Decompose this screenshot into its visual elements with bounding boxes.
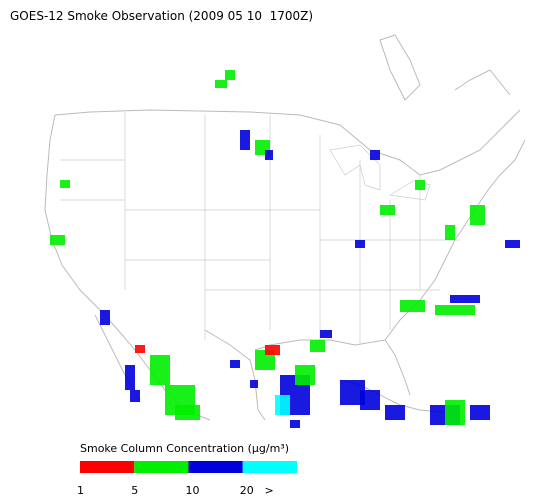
smoke-patch bbox=[50, 235, 65, 245]
smoke-patch bbox=[470, 405, 490, 420]
smoke-patch bbox=[400, 300, 425, 312]
smoke-patch bbox=[125, 365, 135, 390]
colorbar-segment bbox=[80, 461, 135, 473]
smoke-patch bbox=[290, 420, 300, 428]
smoke-patch bbox=[385, 405, 405, 420]
smoke-patch bbox=[225, 70, 235, 80]
smoke-patch bbox=[370, 150, 380, 160]
smoke-patch bbox=[470, 205, 485, 225]
colorbar-tick-label: 5 bbox=[131, 484, 138, 497]
smoke-patch bbox=[505, 240, 520, 248]
smoke-patch bbox=[230, 360, 240, 368]
smoke-patch bbox=[100, 310, 110, 325]
smoke-patch bbox=[250, 380, 258, 388]
colorbar-overflow-label: > bbox=[264, 484, 273, 497]
colorbar-tick-label: 10 bbox=[186, 484, 200, 497]
smoke-patch bbox=[360, 390, 380, 410]
smoke-patch bbox=[150, 355, 170, 385]
smoke-patch bbox=[60, 180, 70, 188]
smoke-patch bbox=[355, 240, 365, 248]
smoke-patch bbox=[215, 80, 227, 88]
smoke-patch bbox=[265, 150, 273, 160]
smoke-patch bbox=[175, 405, 200, 420]
smoke-patch bbox=[435, 305, 475, 315]
smoke-patch bbox=[275, 395, 290, 415]
title: GOES-12 Smoke Observation (2009 05 10 17… bbox=[10, 9, 313, 23]
smoke-patch bbox=[415, 180, 425, 190]
colorbar-tick-label: 1 bbox=[77, 484, 84, 497]
smoke-overlay bbox=[50, 70, 520, 428]
smoke-patch bbox=[310, 340, 325, 352]
smoke-patch bbox=[295, 365, 315, 385]
colorbar-tick-label: 20 bbox=[240, 484, 254, 497]
smoke-patch bbox=[450, 295, 480, 303]
smoke-patch bbox=[240, 130, 250, 150]
smoke-patch bbox=[380, 205, 395, 215]
colorbar: 1 5 10 20 > bbox=[77, 461, 297, 497]
basemap bbox=[44, 34, 526, 421]
smoke-patch bbox=[445, 400, 465, 425]
colorbar-segment bbox=[134, 461, 189, 473]
smoke-patch bbox=[445, 225, 455, 240]
smoke-patch bbox=[320, 330, 332, 338]
colorbar-segment bbox=[188, 461, 243, 473]
smoke-patch bbox=[130, 390, 140, 402]
smoke-patch bbox=[135, 345, 145, 353]
smoke-patch bbox=[265, 345, 280, 355]
legend-title: Smoke Column Concentration (µg/m³) bbox=[80, 442, 289, 455]
colorbar-segment bbox=[242, 461, 297, 473]
